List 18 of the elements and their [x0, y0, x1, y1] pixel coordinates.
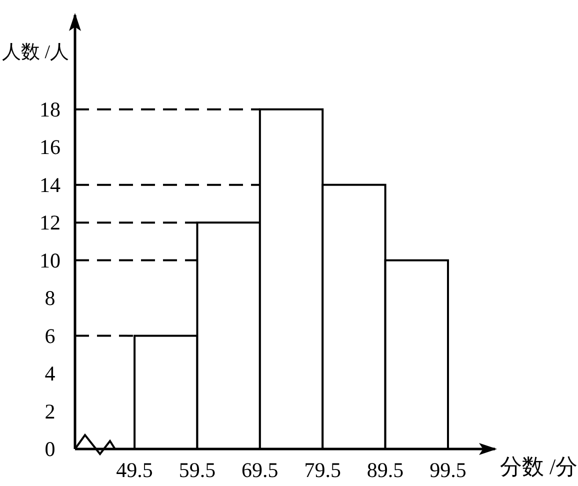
y-tick-label: 16 [40, 135, 60, 160]
x-tick-label: 79.5 [304, 458, 341, 482]
x-axis-title: 分数 /分 [500, 454, 578, 479]
y-tick-label: 10 [40, 248, 60, 272]
y-tick-label: 18 [40, 97, 60, 122]
y-tick-label: 4 [44, 362, 56, 386]
y-axis-title: 人数 /人 [2, 42, 70, 63]
x-tick-label: 49.5 [116, 458, 153, 482]
x-tick-label: 69.5 [242, 458, 278, 482]
y-tick-label: 8 [44, 286, 56, 310]
y-tick-label: 0 [44, 437, 56, 461]
x-tick-label: 59.5 [178, 458, 216, 482]
x-tick-label: 89.5 [366, 458, 404, 482]
y-tick-label: 2 [44, 399, 56, 424]
y-tick-label: 12 [40, 210, 60, 235]
y-tick-label: 14 [40, 172, 61, 197]
x-tick-label: 99.5 [430, 458, 466, 482]
y-tick-label: 6 [44, 324, 56, 348]
